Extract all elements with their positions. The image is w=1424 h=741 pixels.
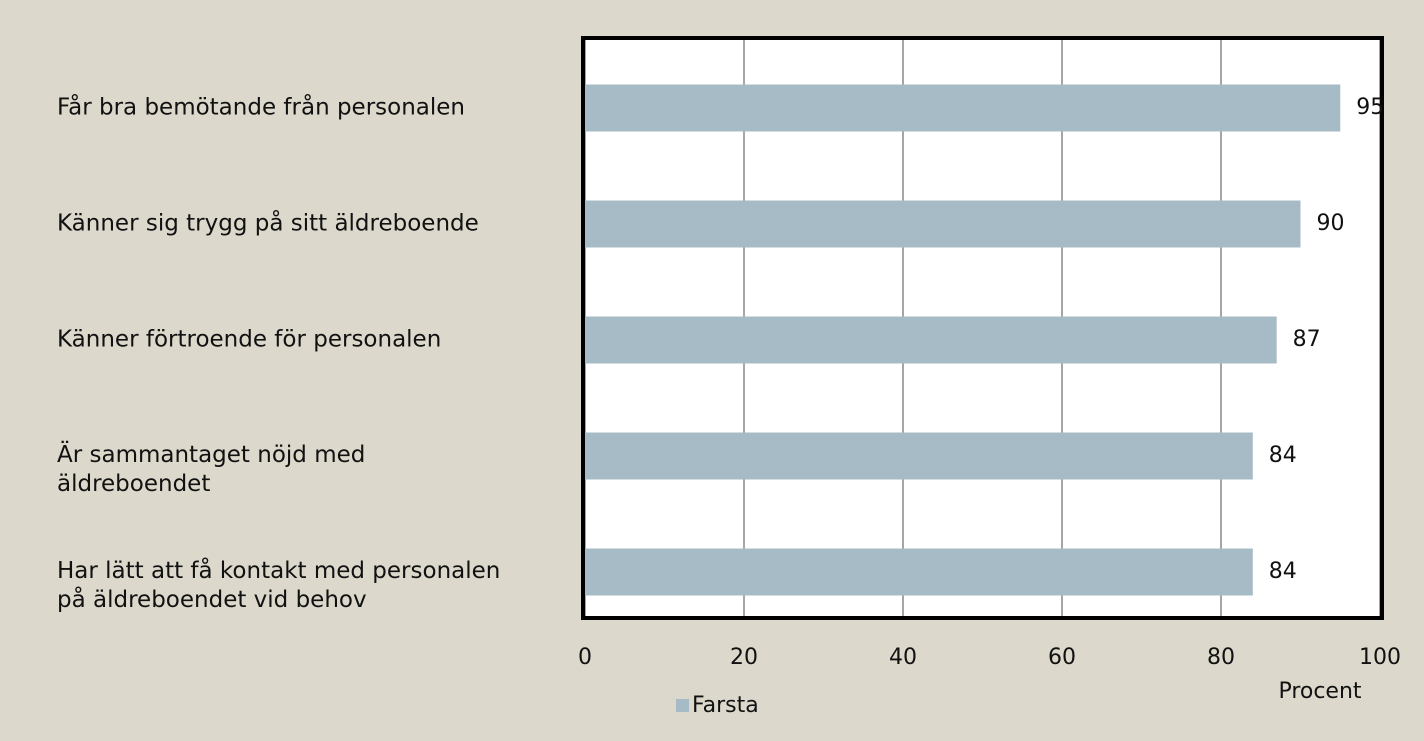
plot-border (581, 36, 1384, 620)
value-label: 84 (1269, 443, 1297, 468)
category-label: Känner sig trygg på sitt äldreboende (57, 210, 479, 237)
legend-label: Farsta (692, 693, 759, 718)
bar (585, 432, 1253, 480)
category-label: Är sammantaget nöjd med äldreboendet (57, 442, 366, 497)
x-axis-label: Procent (1278, 679, 1361, 704)
bar (585, 84, 1341, 132)
value-label: 87 (1293, 327, 1321, 352)
value-label: 95 (1356, 95, 1384, 120)
bar (585, 548, 1253, 596)
x-tick-label: 80 (1207, 645, 1235, 670)
category-label: Har lätt att få kontakt med personalen p… (57, 558, 501, 613)
value-label: 90 (1317, 211, 1345, 236)
x-tick-label: 60 (1048, 645, 1076, 670)
bar (585, 316, 1277, 364)
value-label: 84 (1269, 559, 1297, 584)
x-tick-label: 20 (730, 645, 758, 670)
x-tick-label: 100 (1359, 645, 1401, 670)
category-label: Får bra bemötande från personalen (57, 94, 466, 121)
x-tick-label: 40 (889, 645, 917, 670)
category-label: Känner förtroende för personalen (57, 326, 442, 353)
bar (585, 200, 1301, 248)
x-tick-label: 0 (578, 645, 592, 670)
legend-swatch (676, 699, 689, 712)
